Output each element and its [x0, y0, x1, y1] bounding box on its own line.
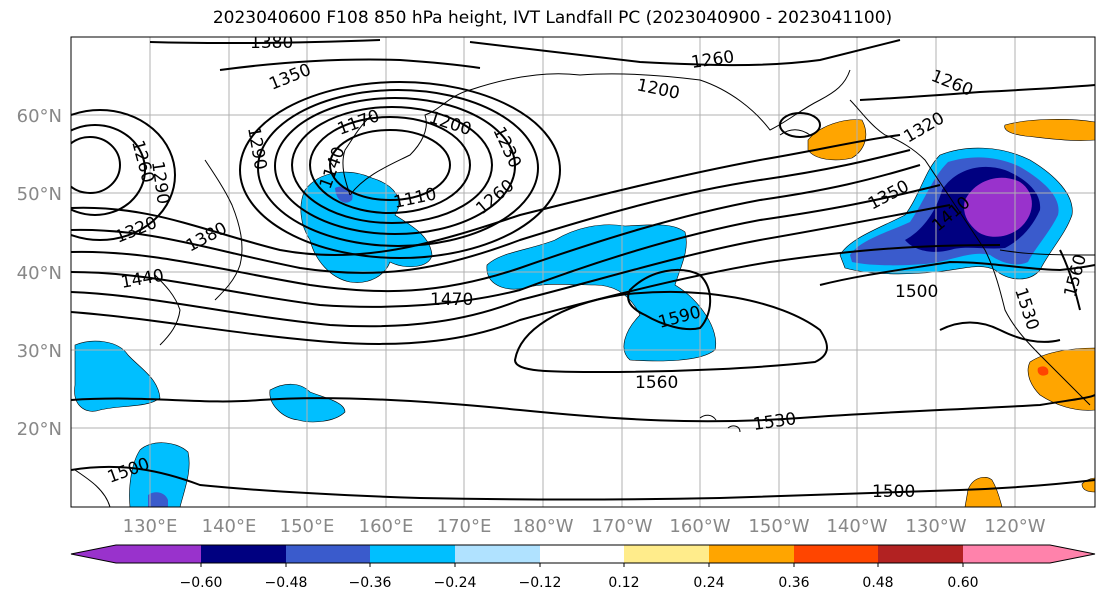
ivt-orange-alaska [807, 119, 867, 161]
height-contours [71, 39, 1095, 501]
colorbar-tick-label: 0.24 [693, 575, 724, 591]
contour-label: 1380 [250, 33, 293, 53]
lon-label: 160°E [359, 516, 414, 537]
map-title: 2023040600 F108 850 hPa height, IVT Land… [212, 8, 893, 28]
colorbar-tick-label: −0.24 [434, 575, 477, 591]
colorbar-tick-label: 0.48 [862, 575, 893, 591]
colorbar-segment [709, 545, 794, 563]
colorbar-segment [624, 545, 709, 563]
colorbar-tick-label: −0.48 [265, 575, 308, 591]
map-frame [70, 36, 1096, 508]
contour-label: 1470 [430, 290, 473, 310]
colorbar [70, 544, 1096, 567]
colorbar-outline [70, 544, 1096, 564]
lat-label: 20°N [17, 419, 62, 440]
colorbar-extend-min [71, 545, 116, 563]
colorbar-segment [963, 545, 1050, 563]
colorbar-extend-max [1050, 545, 1095, 563]
colorbar-segment [794, 545, 878, 563]
colorbar-tick-label: −0.12 [519, 575, 562, 591]
colorbar-segment [455, 545, 540, 563]
colorbar-ticks: −0.60 −0.48 −0.36 −0.24 −0.12 0.12 0.24 … [180, 575, 979, 591]
colorbar-segment [540, 545, 624, 563]
lat-label: 30°N [17, 341, 62, 362]
lon-label: 170°W [591, 516, 652, 537]
colorbar-segment [201, 545, 286, 563]
lat-label: 60°N [17, 106, 62, 127]
lon-label: 150°E [280, 516, 335, 537]
lon-label: 120°W [984, 516, 1045, 537]
colorbar-segment [286, 545, 370, 563]
lon-label: 130°E [123, 516, 178, 537]
ivt-orange-south [964, 477, 1003, 507]
lon-label: 170°E [437, 516, 492, 537]
ivt-red-baja [1037, 366, 1049, 376]
lat-label: 50°N [17, 184, 62, 205]
lat-label: 40°N [17, 263, 62, 284]
colorbar-tick-label: −0.60 [180, 575, 223, 591]
ivt-orange-northeast [1004, 119, 1095, 141]
colorbar-segment [878, 545, 963, 563]
lon-label: 140°E [202, 516, 257, 537]
ivt-orange-baja [1027, 347, 1095, 411]
lon-label: 130°W [905, 516, 966, 537]
ivt-blob-southwest-core [148, 492, 168, 507]
colorbar-tick-label: 0.60 [947, 575, 978, 591]
longitude-labels: 130°E 140°E 150°E 160°E 170°E 180°W 170°… [123, 516, 1046, 537]
lon-label: 160°W [669, 516, 730, 537]
colorbar-tick-label: 0.12 [608, 575, 639, 591]
ivt-blob-west [74, 340, 161, 412]
ivt-blob-southwest [129, 442, 190, 507]
contour-label: 1560 [635, 373, 678, 393]
colorbar-segment [116, 545, 201, 563]
colorbar-tick-label: 0.36 [778, 575, 809, 591]
lon-label: 150°W [748, 516, 809, 537]
colorbar-segment [370, 545, 455, 563]
latitude-labels: 60°N 50°N 40°N 30°N 20°N [17, 106, 62, 440]
lon-label: 180°W [512, 516, 573, 537]
contour-label: 1500 [895, 282, 938, 302]
colorbar-tick-label: −0.36 [349, 575, 392, 591]
contour-label: 1500 [872, 482, 915, 502]
lon-label: 140°W [826, 516, 887, 537]
